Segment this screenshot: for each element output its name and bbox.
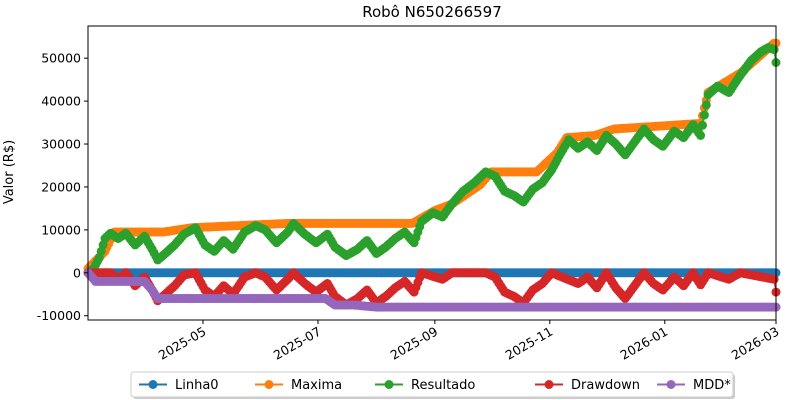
y-axis: -10000 0 10000 20000 30000 40000 50000 xyxy=(37,51,88,323)
series-line xyxy=(87,46,777,274)
x-tick-label: 2025-05 xyxy=(156,324,209,363)
legend-swatch-marker xyxy=(264,380,274,389)
x-tick-label: 2026-03 xyxy=(729,324,782,363)
x-tick-label: 2025-11 xyxy=(503,324,556,363)
x-tick-label: 2026-01 xyxy=(618,324,671,363)
legend-label: Linha0 xyxy=(175,378,219,393)
y-tick-label: 40000 xyxy=(41,94,81,109)
legend-swatch-marker xyxy=(384,380,394,389)
data-point xyxy=(698,120,707,130)
series-maxima xyxy=(83,38,781,273)
legend-label: Maxima xyxy=(291,378,342,393)
series-layer xyxy=(83,38,781,312)
y-tick-label: 0 xyxy=(73,265,81,280)
y-tick-label: 50000 xyxy=(41,51,81,66)
legend-swatch-marker xyxy=(544,380,554,389)
legend-label: Drawdown xyxy=(571,378,640,393)
chart-title: Robô N650266597 xyxy=(362,3,502,21)
data-point xyxy=(696,130,706,140)
legend: Linha0 Maxima Resultado Drawdown MDD* xyxy=(130,371,735,399)
series-resultado xyxy=(83,43,781,278)
y-tick-label: -10000 xyxy=(37,308,81,323)
data-point xyxy=(769,274,779,284)
legend-swatch-marker xyxy=(148,380,158,389)
series-mdd xyxy=(83,268,781,312)
x-axis: 2025-05 2025-07 2025-09 2025-11 2026-01 2026-… xyxy=(156,320,782,363)
y-axis-label: Valor (R$) xyxy=(2,140,17,204)
y-tick-label: 20000 xyxy=(41,179,81,194)
data-point xyxy=(769,45,779,55)
plot-frame xyxy=(87,25,777,321)
data-point xyxy=(699,110,709,120)
x-tick-label: 2025-09 xyxy=(388,324,441,363)
legend-swatch-marker xyxy=(666,380,676,389)
legend-label: MDD* xyxy=(693,378,731,393)
legend-box xyxy=(130,371,734,398)
x-tick-label: 2025-07 xyxy=(271,324,324,363)
y-tick-label: 30000 xyxy=(41,137,81,152)
y-tick-label: 10000 xyxy=(41,222,81,237)
data-point xyxy=(701,100,711,110)
legend-label: Resultado xyxy=(411,378,475,393)
